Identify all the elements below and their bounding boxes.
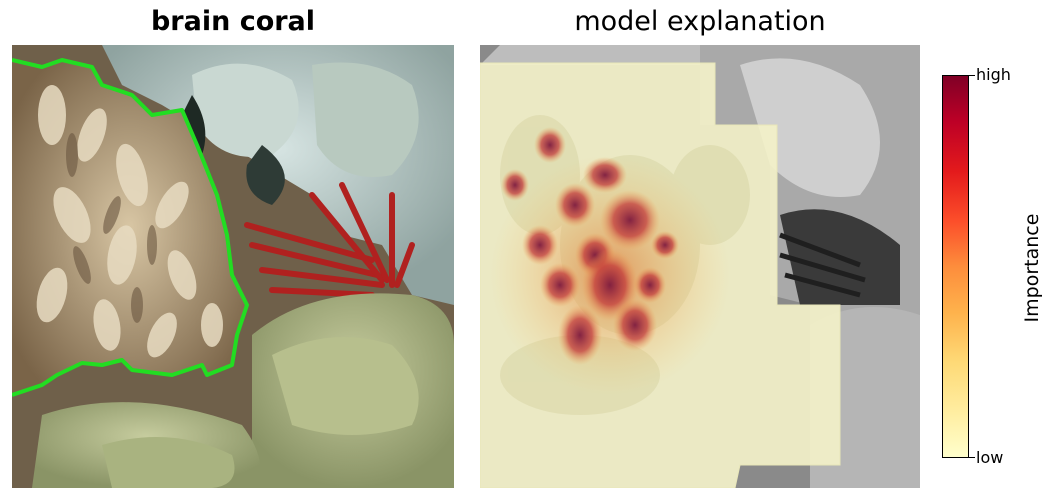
- colorbar-low-tick: [969, 457, 975, 458]
- right-panel-title: model explanation: [574, 6, 826, 37]
- coral-photo-panel: [12, 45, 454, 488]
- left-panel-title: brain coral: [150, 6, 316, 37]
- colorbar-axis-label: Importance: [1021, 213, 1043, 323]
- coral-segmentation-outline: [12, 58, 249, 397]
- colorbar-low-label: low: [976, 448, 1004, 467]
- explanation-heatmap: [480, 45, 920, 488]
- coral-photo: [12, 45, 454, 488]
- colorbar-high-tick: [969, 75, 975, 76]
- explanation-heatmap-panel: [480, 45, 920, 488]
- importance-colorbar: [942, 75, 969, 458]
- colorbar-high-label: high: [976, 65, 1011, 84]
